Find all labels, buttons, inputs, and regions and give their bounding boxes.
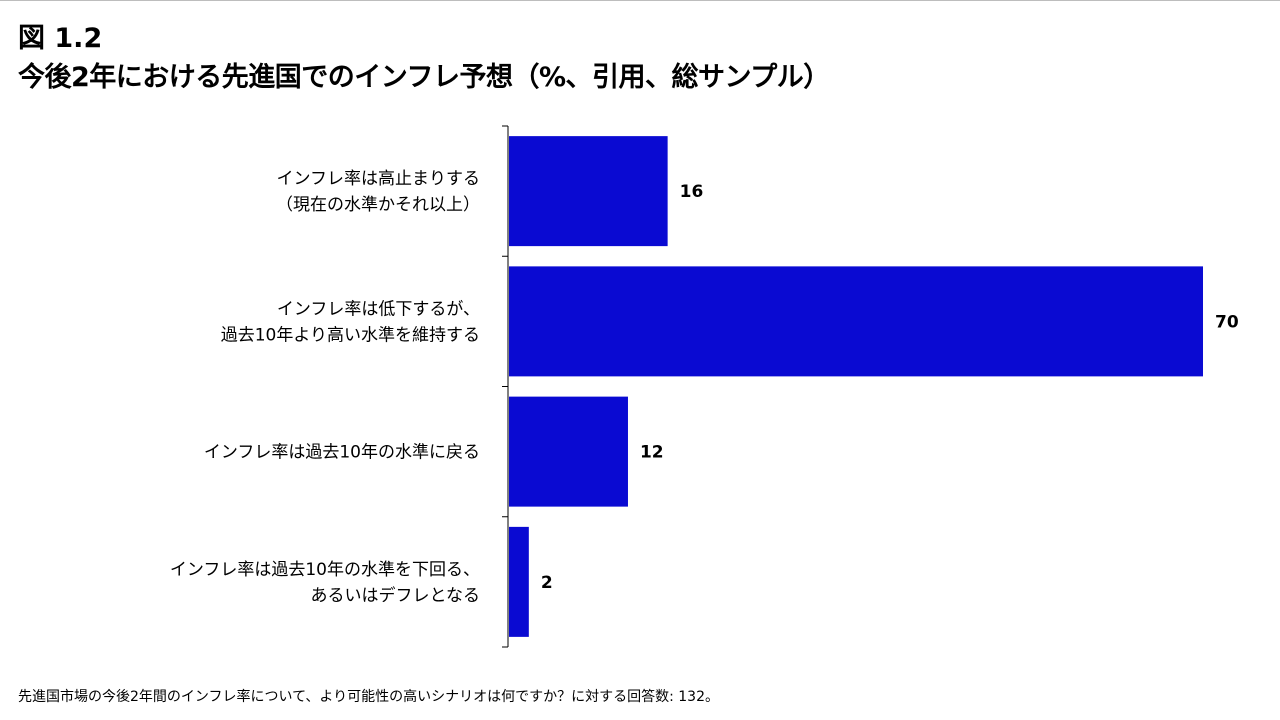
footnote: 先進国市場の今後2年間のインフレ率について、より可能性の高いシナリオは何ですか？… [18, 689, 719, 705]
category-label-1: インフレ率は高止まりする [277, 169, 481, 189]
data-label-2: 70 [1215, 312, 1239, 332]
data-label-3: 12 [640, 443, 664, 463]
bar-2 [509, 266, 1203, 377]
category-label-2: 過去10年より高い水準を維持する [221, 325, 480, 345]
bar-3 [509, 396, 628, 507]
data-label-4: 2 [541, 573, 553, 593]
category-label-1: （現在の水準かそれ以上） [276, 195, 480, 215]
category-label-4: インフレ率は過去10年の水準を下回る、 [170, 560, 480, 580]
chart-title: 今後2年における先進国でのインフレ予想（%、引用、総サンプル） [18, 62, 830, 93]
category-label-2: インフレ率は低下するが、 [277, 299, 480, 319]
category-label-4: あるいはデフレとなる [311, 585, 481, 606]
bar-4 [509, 526, 529, 637]
data-label-1: 16 [680, 182, 704, 202]
bar-1 [509, 136, 668, 247]
category-label-3: インフレ率は過去10年の水準に戻る [204, 443, 480, 463]
figure-label: 図 1.2 [18, 23, 103, 54]
top-rule [0, 0, 1280, 1]
